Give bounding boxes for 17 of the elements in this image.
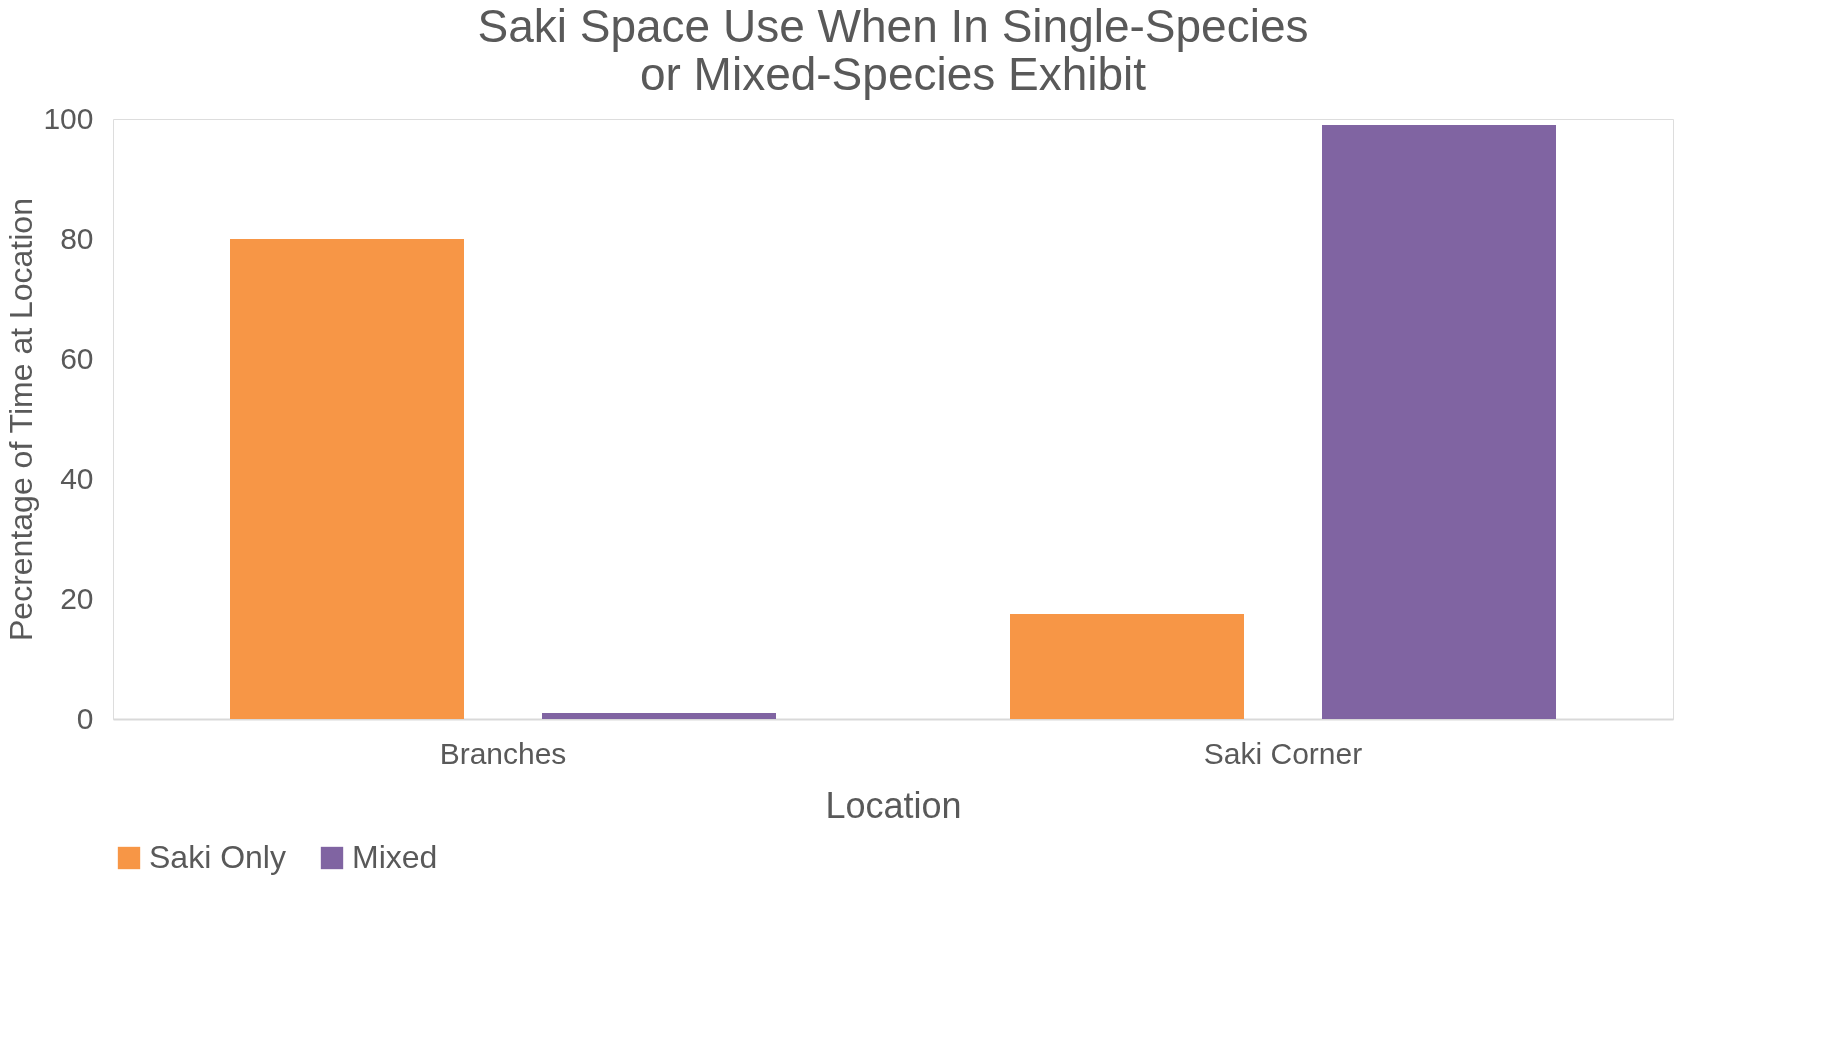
y-tick-label: 60 bbox=[60, 341, 94, 375]
text: Saki Space Use When In Single-Species bbox=[477, 0, 1309, 52]
bar bbox=[1010, 614, 1244, 719]
y-tick-label: 0 bbox=[76, 701, 94, 735]
bar bbox=[230, 239, 464, 719]
y-tick-label: 100 bbox=[43, 101, 94, 135]
y-tick-label: 20 bbox=[60, 581, 94, 615]
x-tick-label: Saki Corner bbox=[1203, 736, 1363, 770]
y-tick-label: 80 bbox=[60, 221, 94, 255]
legend-label: Saki Only bbox=[149, 839, 286, 875]
y-axis-title: Pecrentage of Time at Location bbox=[3, 198, 40, 641]
bar bbox=[542, 713, 776, 719]
x-axis-title: Location bbox=[825, 784, 962, 826]
y-tick-label: 40 bbox=[60, 461, 94, 495]
legend-label: Mixed bbox=[352, 839, 438, 875]
bar bbox=[1322, 125, 1556, 719]
x-tick-label: Branches bbox=[439, 736, 567, 770]
